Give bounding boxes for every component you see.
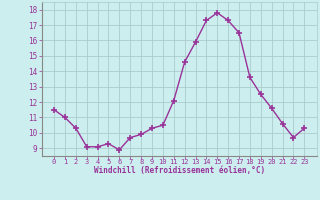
X-axis label: Windchill (Refroidissement éolien,°C): Windchill (Refroidissement éolien,°C): [94, 166, 265, 175]
